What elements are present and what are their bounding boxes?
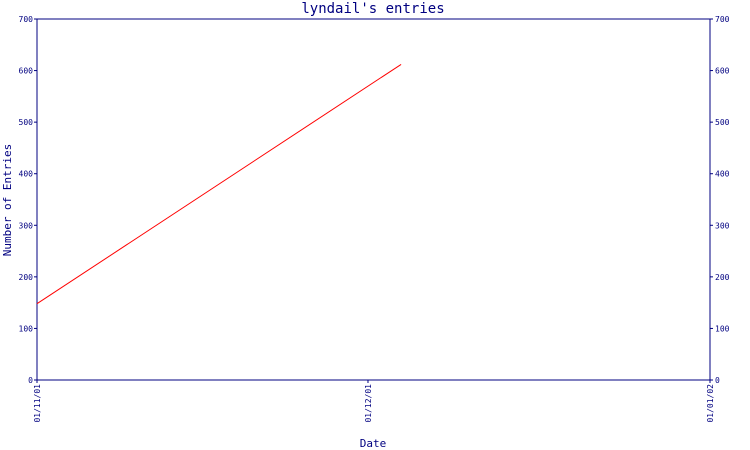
- y-tick-label-left: 200: [19, 273, 34, 282]
- y-axis-right: 0 100 200 300 400 500 600 700: [710, 15, 730, 385]
- y-tick-label-right: 400: [715, 170, 730, 179]
- x-axis-label: Date: [360, 437, 387, 450]
- y-axis-left: 0 100 200 300 400 500 600 700: [19, 15, 37, 385]
- x-tick-label: 01/01/02: [706, 384, 715, 423]
- x-tick-label: 01/11/01: [33, 384, 42, 423]
- y-tick-label-left: 600: [19, 67, 34, 76]
- y-tick-label-right: 200: [715, 273, 730, 282]
- y-tick-label-left: 500: [19, 118, 34, 127]
- chart-title: lyndail's entries: [301, 1, 444, 17]
- plot-frame: [36, 18, 711, 381]
- series-layer: [36, 63, 402, 305]
- y-tick-label-left: 700: [19, 15, 34, 24]
- y-tick-label-right: 600: [715, 67, 730, 76]
- y-tick-label-left: 0: [28, 376, 33, 385]
- y-tick-label-left: 300: [19, 221, 34, 230]
- series-line: [36, 63, 402, 305]
- y-tick-label-left: 100: [19, 324, 34, 333]
- x-tick-label: 01/12/01: [364, 384, 373, 423]
- y-tick-label-right: 700: [715, 15, 730, 24]
- x-axis: 01/11/01 01/12/01 01/01/02: [33, 380, 715, 423]
- y-tick-label-right: 300: [715, 221, 730, 230]
- y-axis-label: Number of Entries: [1, 144, 14, 257]
- y-tick-label-right: 0: [715, 376, 720, 385]
- y-tick-label-right: 100: [715, 324, 730, 333]
- y-tick-label-left: 400: [19, 170, 34, 179]
- y-tick-label-right: 500: [715, 118, 730, 127]
